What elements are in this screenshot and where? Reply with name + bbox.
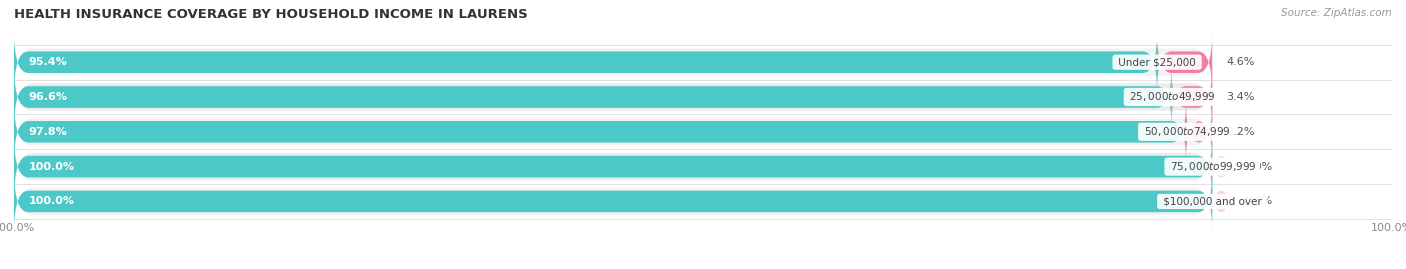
Bar: [14, 121, 1185, 143]
Text: $25,000 to $49,999: $25,000 to $49,999: [1126, 90, 1216, 104]
Text: 3.4%: 3.4%: [1226, 92, 1256, 102]
FancyBboxPatch shape: [1171, 66, 1212, 128]
FancyBboxPatch shape: [14, 163, 1212, 240]
Text: 0.0%: 0.0%: [1244, 162, 1272, 172]
FancyBboxPatch shape: [14, 171, 1212, 232]
FancyBboxPatch shape: [1185, 101, 1212, 163]
FancyBboxPatch shape: [14, 66, 1171, 128]
FancyBboxPatch shape: [14, 58, 1212, 136]
Text: 95.4%: 95.4%: [28, 57, 67, 67]
Text: 2.2%: 2.2%: [1226, 127, 1256, 137]
Text: 4.6%: 4.6%: [1226, 57, 1256, 67]
FancyBboxPatch shape: [1212, 150, 1230, 184]
Text: 96.6%: 96.6%: [28, 92, 67, 102]
Text: 100.0%: 100.0%: [28, 162, 75, 172]
FancyBboxPatch shape: [14, 101, 1185, 163]
FancyBboxPatch shape: [1157, 31, 1212, 93]
Text: $100,000 and over: $100,000 and over: [1160, 196, 1265, 206]
FancyBboxPatch shape: [14, 128, 1212, 205]
FancyBboxPatch shape: [14, 93, 1212, 171]
Text: 100.0%: 100.0%: [28, 196, 75, 206]
Text: 0.0%: 0.0%: [1244, 196, 1272, 206]
Text: Under $25,000: Under $25,000: [1115, 57, 1199, 67]
FancyBboxPatch shape: [14, 31, 1157, 93]
FancyBboxPatch shape: [1212, 184, 1230, 218]
Text: $50,000 to $74,999: $50,000 to $74,999: [1140, 125, 1232, 138]
Bar: [14, 191, 1212, 212]
Text: Source: ZipAtlas.com: Source: ZipAtlas.com: [1281, 8, 1392, 18]
Bar: [14, 86, 1171, 108]
Text: HEALTH INSURANCE COVERAGE BY HOUSEHOLD INCOME IN LAURENS: HEALTH INSURANCE COVERAGE BY HOUSEHOLD I…: [14, 8, 527, 21]
Bar: [14, 51, 1157, 73]
Text: 97.8%: 97.8%: [28, 127, 67, 137]
Bar: [14, 156, 1212, 178]
Text: $75,000 to $99,999: $75,000 to $99,999: [1167, 160, 1257, 173]
FancyBboxPatch shape: [14, 136, 1212, 198]
FancyBboxPatch shape: [14, 24, 1212, 101]
